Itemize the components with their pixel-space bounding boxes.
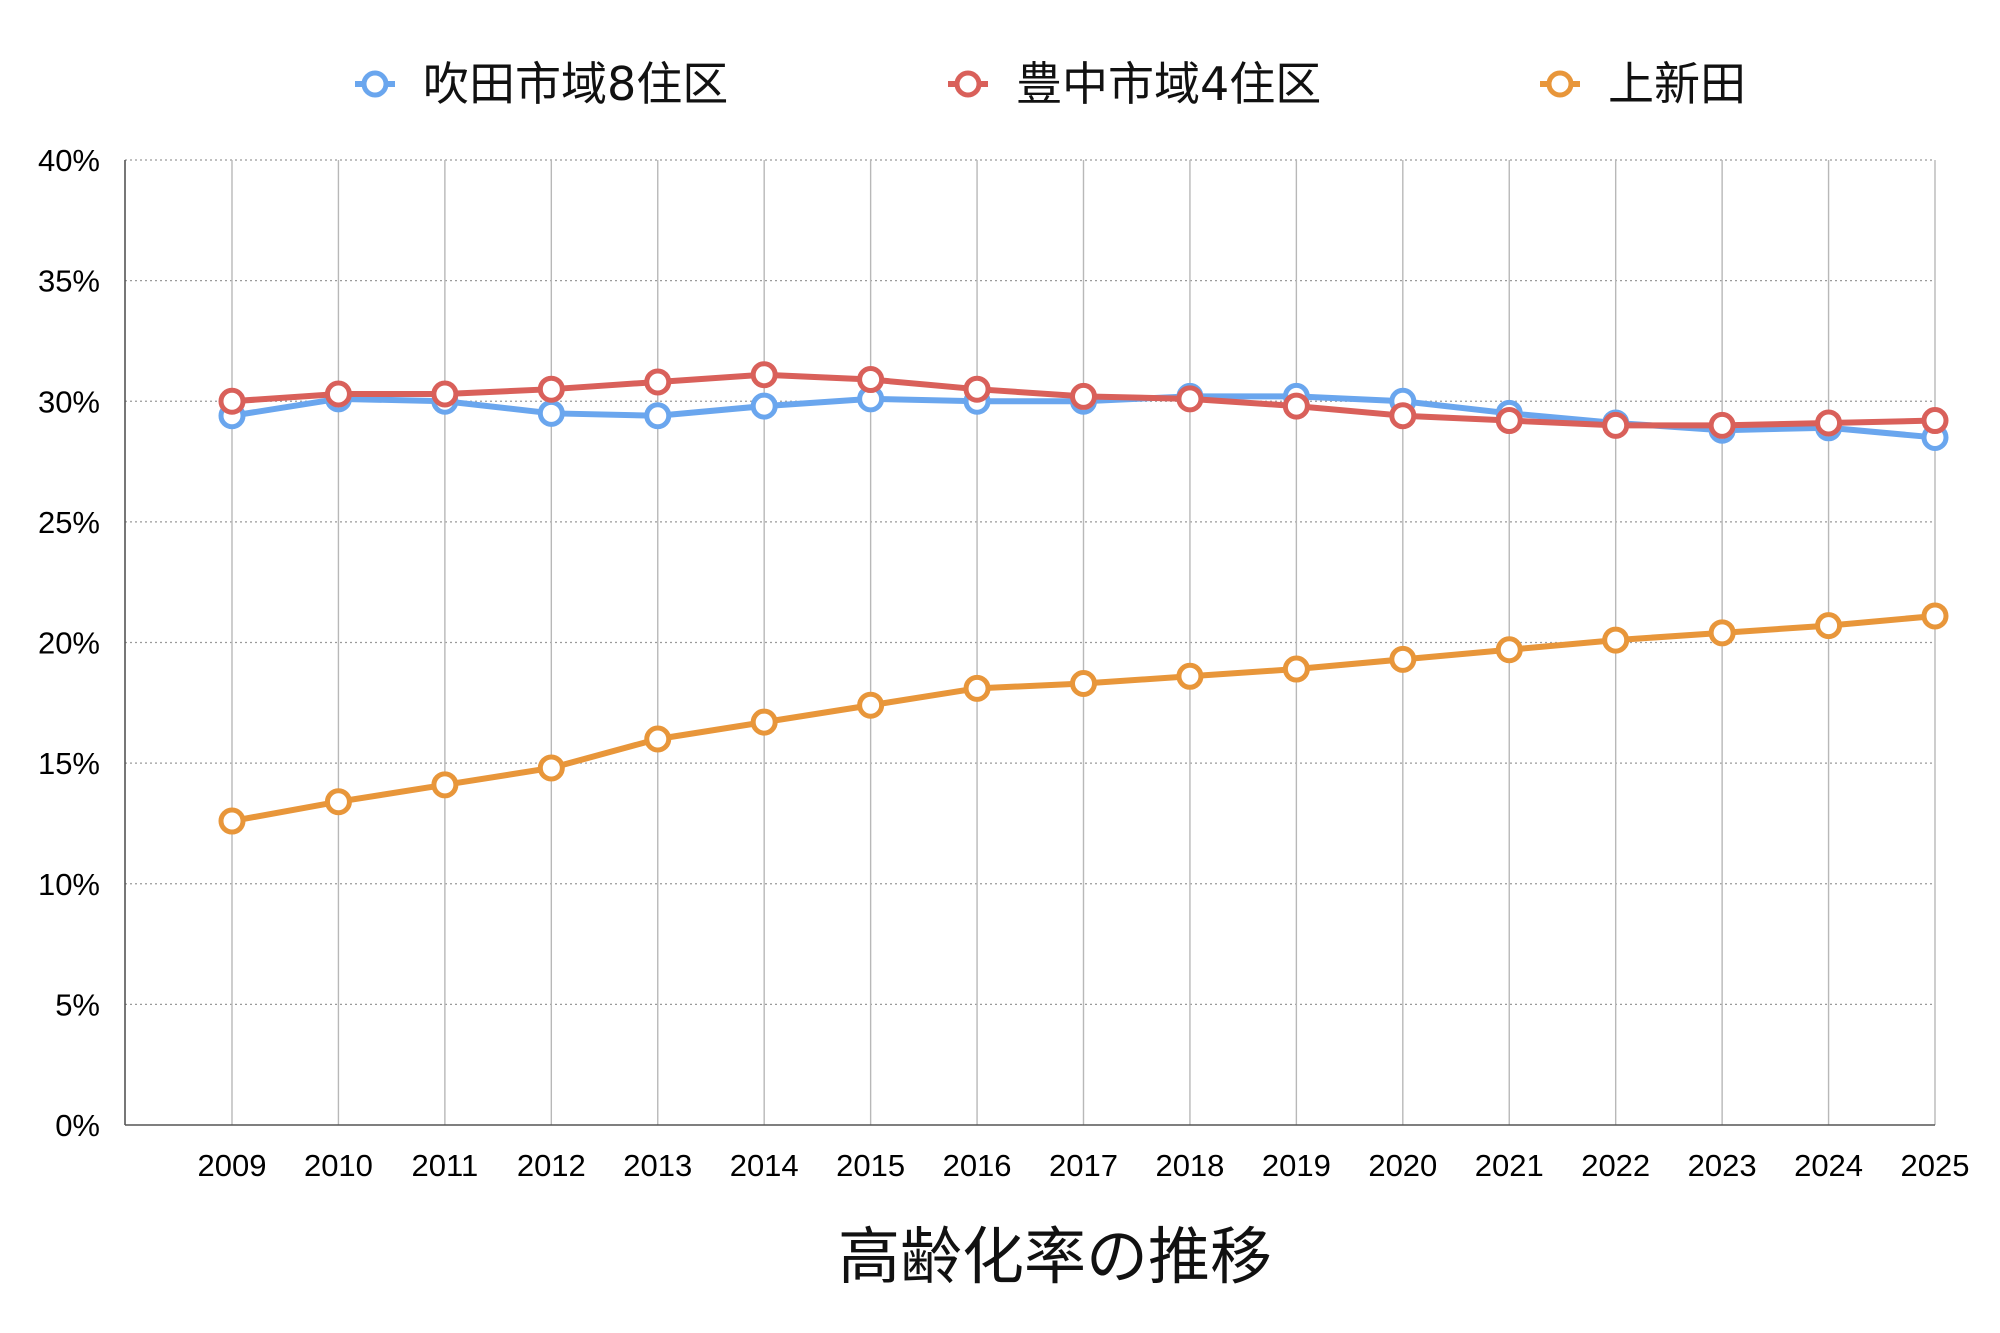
data-point [1921, 407, 1949, 435]
legend-marker-icon [1546, 70, 1574, 98]
y-tick-label: 25% [38, 505, 100, 540]
chart-title: 高齢化率の推移 [838, 1220, 1272, 1293]
data-point [1815, 612, 1843, 640]
data-point [218, 807, 246, 835]
data-point [537, 754, 565, 782]
data-point [431, 380, 459, 408]
y-tick-label: 5% [55, 987, 100, 1022]
data-point [1389, 402, 1417, 430]
x-tick-label: 2013 [623, 1148, 692, 1183]
data-point [324, 380, 352, 408]
x-tick-label: 2024 [1794, 1148, 1863, 1183]
x-axis-tick-labels: 2009 2010 2011 2012 2013 2014 2015 2016 2017 2018… [198, 1148, 1970, 1183]
data-point [750, 392, 778, 420]
legend-label: 豊中市域4住区 [1016, 57, 1321, 111]
data-point [963, 674, 991, 702]
x-tick-label: 2014 [730, 1148, 799, 1183]
data-point [537, 375, 565, 403]
data-point [1070, 670, 1097, 698]
data-point [1495, 407, 1523, 435]
legend-item: 吹田市域8住区 [355, 57, 728, 111]
x-tick-label: 2022 [1581, 1148, 1650, 1183]
series-group [218, 361, 1949, 439]
data-point [1708, 619, 1736, 647]
data-point [1282, 392, 1310, 420]
x-tick-label: 2012 [517, 1148, 586, 1183]
data-point [537, 399, 565, 427]
data-point [1708, 411, 1736, 439]
data-point [324, 788, 352, 816]
y-tick-label: 0% [55, 1108, 100, 1143]
y-tick-label: 20% [38, 626, 100, 661]
x-tick-label: 2018 [1155, 1148, 1224, 1183]
x-tick-label: 2015 [836, 1148, 905, 1183]
data-point [1495, 636, 1523, 664]
data-point [1282, 655, 1310, 683]
y-tick-label: 10% [38, 867, 100, 902]
x-tick-label: 2011 [412, 1148, 479, 1183]
data-point [431, 771, 459, 799]
data-point [1176, 662, 1204, 690]
data-point [1176, 385, 1204, 413]
data-point [1921, 602, 1949, 630]
y-tick-label: 15% [38, 746, 100, 781]
legend-marker-icon [954, 70, 982, 98]
data-point [1815, 409, 1843, 437]
data-point [1602, 626, 1630, 654]
data-point [644, 402, 672, 430]
x-tick-label: 2025 [1901, 1148, 1970, 1183]
legend-item: 豊中市域4住区 [948, 57, 1321, 111]
series-group [218, 602, 1949, 835]
y-tick-label: 35% [38, 264, 100, 299]
data-point [1070, 382, 1097, 410]
data-point [218, 387, 246, 415]
data-point [750, 708, 778, 736]
x-tick-label: 2009 [198, 1148, 267, 1183]
x-tick-label: 2020 [1368, 1148, 1437, 1183]
legend-item: 上新田 [1540, 57, 1746, 111]
x-tick-label: 2019 [1262, 1148, 1331, 1183]
y-tick-label: 40% [38, 143, 100, 178]
data-point [857, 691, 885, 719]
x-tick-label: 2023 [1688, 1148, 1757, 1183]
grid-layer [125, 159, 1936, 1125]
data-point [644, 725, 672, 753]
data-point [1602, 411, 1630, 439]
data-point [1389, 645, 1417, 673]
data-point [963, 375, 991, 403]
y-axis-tick-labels: 0% 5% 10% 15% 20% 25% 30% 35% 40% [38, 143, 100, 1143]
data-point [857, 366, 885, 394]
x-tick-label: 2016 [943, 1148, 1012, 1183]
legend-label: 吹田市域8住区 [423, 57, 728, 111]
y-tick-label: 30% [38, 384, 100, 419]
x-tick-label: 2021 [1475, 1148, 1544, 1183]
x-tick-label: 2017 [1049, 1148, 1118, 1183]
legend-label: 上新田 [1608, 57, 1746, 111]
series-layer [218, 361, 1949, 835]
legend-marker-icon [361, 70, 389, 98]
axis-layer [124, 160, 1935, 1126]
legend: 吹田市域8住区 豊中市域4住区 上新田 [355, 57, 1746, 111]
data-point [644, 368, 672, 396]
data-point [750, 361, 778, 389]
x-tick-label: 2010 [304, 1148, 373, 1183]
